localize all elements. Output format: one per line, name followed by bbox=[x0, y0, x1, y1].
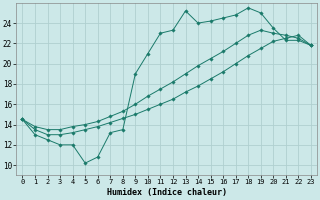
X-axis label: Humidex (Indice chaleur): Humidex (Indice chaleur) bbox=[107, 188, 227, 197]
